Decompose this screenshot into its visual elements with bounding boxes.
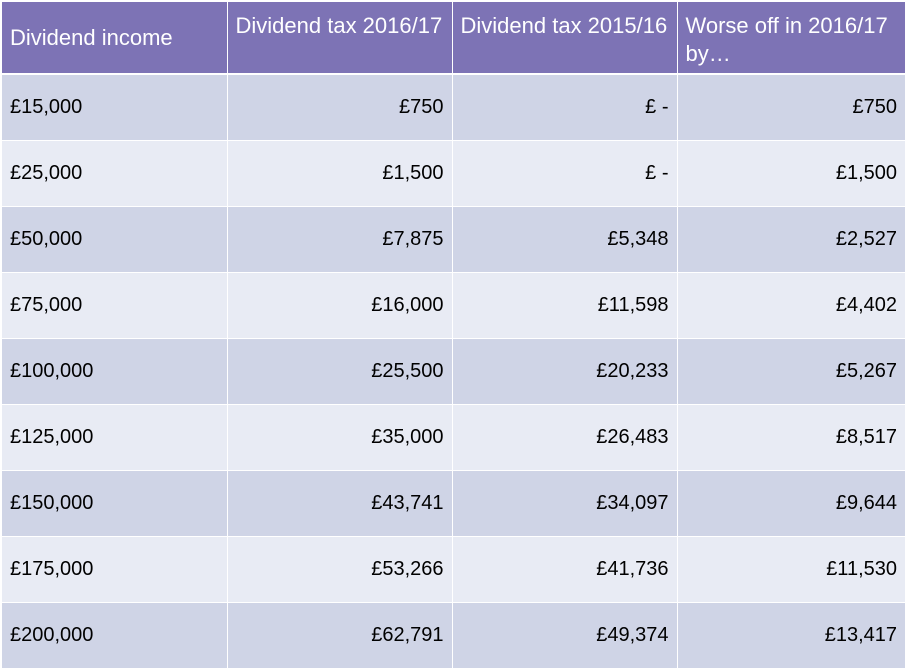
- cell-dividend-income: £15,000: [2, 74, 228, 141]
- cell-dividend-income: £100,000: [2, 338, 228, 405]
- table-row: £100,000 £25,500 £20,233 £5,267: [2, 338, 905, 405]
- cell-tax-2015-16: £26,483: [452, 404, 678, 471]
- cell-worse-off: £4,402: [677, 272, 905, 339]
- column-header-dividend-tax-2016-17: Dividend tax 2016/17: [227, 2, 453, 75]
- cell-dividend-income: £200,000: [2, 602, 228, 670]
- table-row: £200,000 £62,791 £49,374 £13,417: [2, 602, 905, 670]
- cell-worse-off: £750: [677, 74, 905, 141]
- table-row: £125,000 £35,000 £26,483 £8,517: [2, 404, 905, 471]
- cell-tax-2016-17: £25,500: [227, 338, 453, 405]
- cell-worse-off: £13,417: [677, 602, 905, 670]
- cell-worse-off: £5,267: [677, 338, 905, 405]
- cell-tax-2016-17: £43,741: [227, 470, 453, 537]
- cell-tax-2015-16: £5,348: [452, 206, 678, 273]
- cell-dividend-income: £150,000: [2, 470, 228, 537]
- cell-tax-2016-17: £53,266: [227, 536, 453, 603]
- cell-tax-2016-17: £1,500: [227, 140, 453, 207]
- column-header-dividend-tax-2015-16: Dividend tax 2015/16: [452, 2, 678, 75]
- cell-tax-2016-17: £16,000: [227, 272, 453, 339]
- cell-tax-2015-16: £20,233: [452, 338, 678, 405]
- table-row: £75,000 £16,000 £11,598 £4,402: [2, 272, 905, 339]
- table-row: £25,000 £1,500 £ - £1,500: [2, 140, 905, 207]
- cell-dividend-income: £175,000: [2, 536, 228, 603]
- cell-worse-off: £1,500: [677, 140, 905, 207]
- table-row: £50,000 £7,875 £5,348 £2,527: [2, 206, 905, 273]
- table-row: £15,000 £750 £ - £750: [2, 74, 905, 141]
- column-header-dividend-income: Dividend income: [2, 2, 228, 75]
- cell-dividend-income: £50,000: [2, 206, 228, 273]
- table-row: £150,000 £43,741 £34,097 £9,644: [2, 470, 905, 537]
- cell-tax-2016-17: £750: [227, 74, 453, 141]
- cell-worse-off: £9,644: [677, 470, 905, 537]
- cell-dividend-income: £75,000: [2, 272, 228, 339]
- cell-worse-off: £8,517: [677, 404, 905, 471]
- cell-tax-2015-16: £34,097: [452, 470, 678, 537]
- cell-tax-2015-16: £49,374: [452, 602, 678, 670]
- table-header-row: Dividend income Dividend tax 2016/17 Div…: [2, 2, 905, 75]
- cell-tax-2015-16: £ -: [452, 74, 678, 141]
- cell-tax-2016-17: £35,000: [227, 404, 453, 471]
- cell-tax-2015-16: £41,736: [452, 536, 678, 603]
- cell-worse-off: £2,527: [677, 206, 905, 273]
- table-row: £175,000 £53,266 £41,736 £11,530: [2, 536, 905, 603]
- cell-tax-2016-17: £7,875: [227, 206, 453, 273]
- cell-dividend-income: £25,000: [2, 140, 228, 207]
- cell-tax-2015-16: £11,598: [452, 272, 678, 339]
- cell-tax-2015-16: £ -: [452, 140, 678, 207]
- column-header-worse-off: Worse off in 2016/17 by…: [677, 2, 905, 75]
- cell-tax-2016-17: £62,791: [227, 602, 453, 670]
- cell-worse-off: £11,530: [677, 536, 905, 603]
- cell-dividend-income: £125,000: [2, 404, 228, 471]
